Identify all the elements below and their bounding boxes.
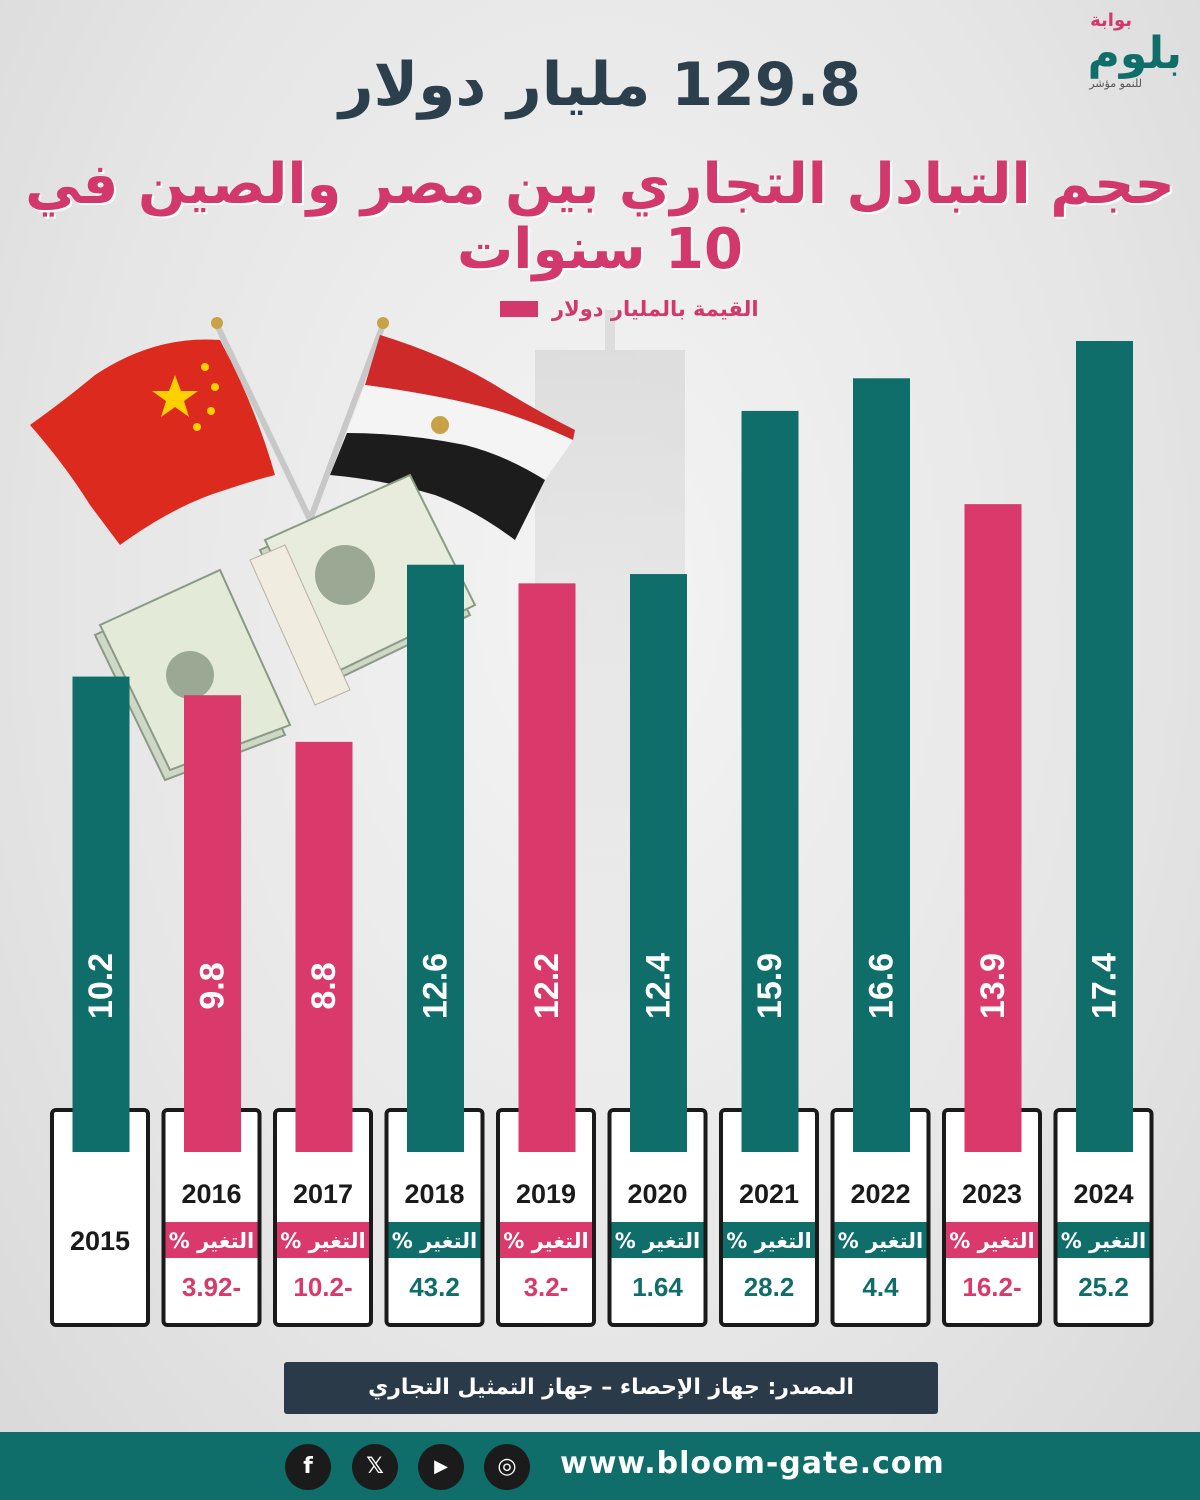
year-label: 2023 <box>962 1179 1022 1209</box>
bar-2016 <box>184 695 241 1152</box>
change-badge-label: التغير % <box>169 1229 255 1253</box>
change-badge <box>834 1222 927 1258</box>
value-label: 15.9 <box>751 953 789 1019</box>
year-label: 2018 <box>404 1179 464 1209</box>
youtube-icon[interactable]: ▶ <box>418 1444 464 1490</box>
logo-prefix: بوابة <box>1090 10 1132 31</box>
china-flag-icon <box>30 339 275 545</box>
bar-2022 <box>853 378 910 1152</box>
bar-2015 <box>72 676 130 1152</box>
facebook-icon[interactable]: f <box>285 1444 331 1490</box>
value-label: 12.4 <box>640 953 678 1019</box>
value-label: 10.2 <box>82 953 120 1019</box>
x-twitter-icon[interactable]: 𝕏 <box>352 1444 398 1490</box>
flag-pole-china <box>214 323 318 532</box>
change-badge <box>277 1222 369 1258</box>
instagram-icon[interactable]: ◎ <box>484 1444 530 1490</box>
change-value: 10.2- <box>293 1272 352 1302</box>
change-badge-label: التغير % <box>838 1229 924 1253</box>
change-badge <box>1057 1222 1150 1258</box>
value-label: 12.2 <box>528 953 566 1019</box>
bar-2020 <box>630 574 687 1152</box>
legend-swatch <box>500 301 538 317</box>
website-link[interactable]: www.bloom-gate.com <box>560 1446 945 1481</box>
value-label: 16.6 <box>863 953 901 1019</box>
year-label: 2021 <box>739 1179 799 1209</box>
bar-2017 <box>295 741 353 1152</box>
source-note: المصدر: جهاز الإحصاء – جهاز التمثيل التج… <box>284 1362 938 1414</box>
bar-2024 <box>1076 341 1133 1152</box>
bar-2018 <box>407 564 464 1152</box>
year-label: 2024 <box>1073 1179 1133 1209</box>
change-badge <box>165 1222 258 1258</box>
logo-tagline: للنمو مؤشر <box>1089 77 1142 90</box>
change-badge-label: التغير % <box>392 1229 478 1253</box>
change-badge-label: التغير % <box>615 1229 701 1253</box>
change-value: 3.2- <box>524 1272 569 1302</box>
change-badge-label: التغير % <box>949 1229 1035 1253</box>
change-badge-label: التغير % <box>503 1229 589 1253</box>
logo-main: بلوم <box>1087 28 1182 79</box>
change-badge-label: التغير % <box>726 1229 812 1253</box>
headline-subtitle: حجم التبادل التجاري بين مصر والصين في 10… <box>25 152 1175 282</box>
change-badge <box>611 1222 704 1258</box>
change-badge <box>388 1222 481 1258</box>
change-badge <box>500 1222 592 1258</box>
brand-logo: بوابة بلوم للنمو مؤشر <box>1012 10 1182 120</box>
chart-legend: القيمة بالمليار دولار <box>500 292 800 326</box>
change-value: 1.64 <box>632 1272 683 1302</box>
year-label: 2022 <box>850 1179 910 1209</box>
bar-2023 <box>964 504 1022 1152</box>
year-label: 2017 <box>293 1179 353 1209</box>
bar-2021 <box>741 410 799 1152</box>
change-badge-label: التغير % <box>280 1229 366 1253</box>
change-badge <box>946 1222 1038 1258</box>
change-value: 3.92- <box>182 1272 241 1302</box>
value-label: 8.8 <box>305 962 343 1009</box>
value-label: 12.6 <box>417 953 455 1019</box>
value-label: 9.8 <box>194 962 232 1009</box>
headline-total: 129.8 مليار دولار <box>338 50 862 120</box>
year-label: 2020 <box>627 1179 687 1209</box>
value-label: 13.9 <box>974 953 1012 1019</box>
egypt-flag-icon <box>330 335 575 540</box>
bar-2019 <box>518 583 576 1152</box>
value-label: 17.4 <box>1086 953 1124 1019</box>
change-badge <box>723 1222 815 1258</box>
year-label: 2019 <box>516 1179 576 1209</box>
year-label: 2015 <box>70 1226 130 1256</box>
flags-and-money-illustration <box>30 317 575 782</box>
change-value: 28.2 <box>744 1272 795 1302</box>
legend-label: القيمة بالمليار دولار <box>552 297 759 321</box>
change-value: 25.2 <box>1078 1272 1129 1302</box>
change-value: 43.2 <box>409 1272 460 1302</box>
change-badge-label: التغير % <box>1061 1229 1147 1253</box>
change-value: 16.2- <box>962 1272 1021 1302</box>
year-label: 2016 <box>181 1179 241 1209</box>
dollar-stack-icon <box>93 473 477 782</box>
change-value: 4.4 <box>862 1272 899 1302</box>
flag-pole-egypt <box>307 323 386 522</box>
footer-bar: f 𝕏 ▶ ◎ www.bloom-gate.com <box>0 1432 1200 1500</box>
